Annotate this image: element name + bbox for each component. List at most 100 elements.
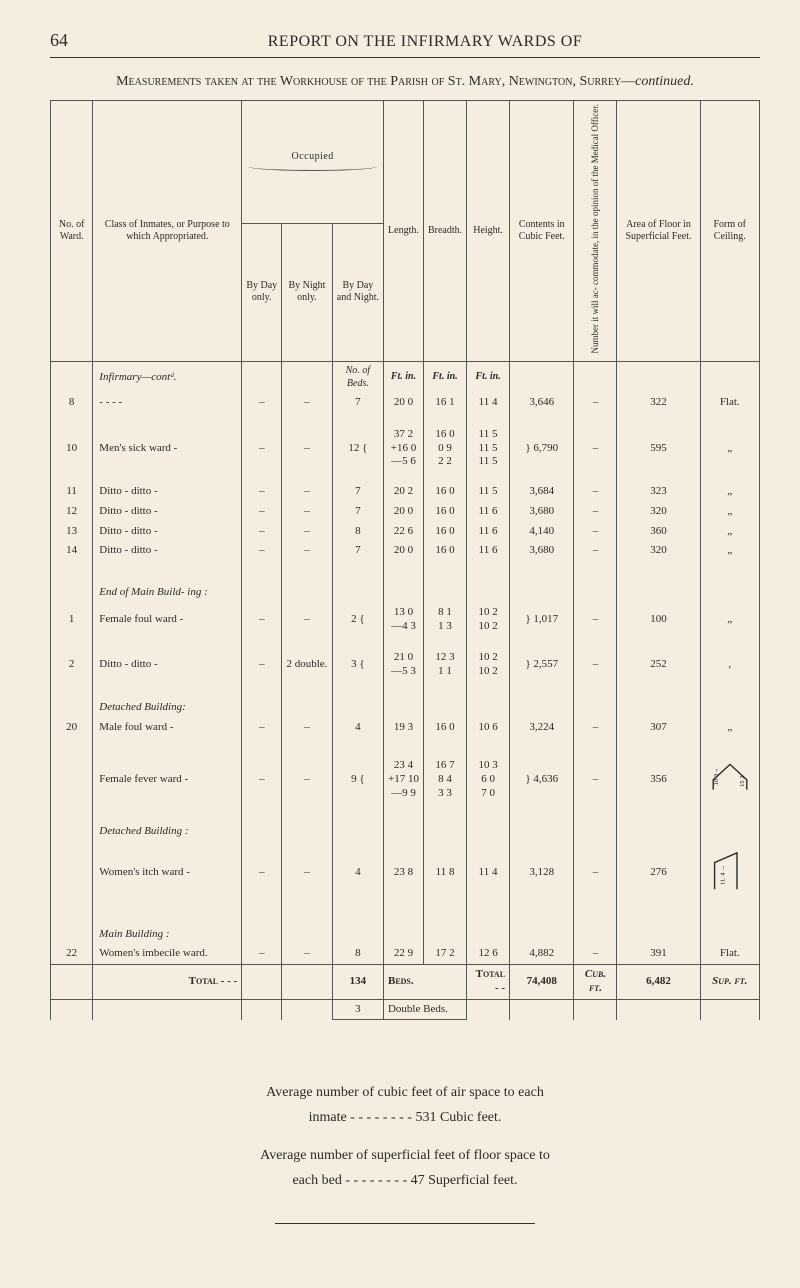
table-cell	[700, 682, 759, 698]
table-cell	[383, 806, 423, 822]
table-cell: –	[282, 393, 333, 413]
table-cell	[574, 905, 617, 925]
table-cell: Ditto - ditto -	[93, 482, 242, 502]
table-cell: 22 9	[383, 944, 423, 964]
table-cell	[510, 737, 574, 753]
table-cell	[700, 362, 759, 394]
table-cell	[574, 561, 617, 583]
table-cell: 11 6	[467, 522, 510, 542]
table-cell	[242, 472, 282, 482]
table-cell	[700, 737, 759, 753]
table-cell: –	[574, 718, 617, 738]
table-cell	[332, 905, 383, 925]
table-cell: –	[574, 502, 617, 522]
table-cell: Women's imbecile ward.	[93, 944, 242, 964]
col-length: Length.	[383, 101, 423, 362]
footer-rule	[275, 1223, 535, 1224]
table-cell: Total - - -	[93, 965, 242, 1000]
table-cell: –	[242, 522, 282, 542]
table-cell	[700, 822, 759, 842]
table-cell	[332, 698, 383, 718]
table-cell: –	[574, 541, 617, 561]
table-cell: „	[700, 541, 759, 561]
table-cell	[51, 561, 93, 583]
footer-line-1: Average number of cubic feet of air spac…	[50, 1080, 760, 1105]
table-cell	[510, 698, 574, 718]
table-cell: 11 4	[467, 393, 510, 413]
table-cell: –	[282, 603, 333, 637]
table-cell	[700, 583, 759, 603]
table-cell	[93, 737, 242, 753]
table-cell	[51, 698, 93, 718]
caption-italic: continued.	[635, 74, 694, 89]
table-cell: 23 4+17 10—9 9	[383, 753, 423, 806]
table-cell	[282, 413, 333, 425]
gap-row	[51, 472, 760, 482]
table-cell: 391	[617, 944, 700, 964]
table-cell	[242, 925, 282, 945]
table-cell: 6,482	[617, 965, 700, 1000]
section-row: Main Building :	[51, 925, 760, 945]
table-cell	[467, 698, 510, 718]
table-cell: 320	[617, 541, 700, 561]
table-cell: Male foul ward -	[93, 718, 242, 738]
table-cell	[332, 925, 383, 945]
table-cell: } 6,790	[510, 425, 574, 472]
table-cell	[51, 362, 93, 394]
table-cell	[467, 682, 510, 698]
table-cell	[242, 965, 282, 1000]
table-cell: Female foul ward -	[93, 603, 242, 637]
table-cell	[332, 682, 383, 698]
table-cell	[510, 561, 574, 583]
table-cell	[617, 905, 700, 925]
table-cell	[467, 737, 510, 753]
table-cell: 1	[51, 603, 93, 637]
table-cell	[242, 698, 282, 718]
table-cell: Total - -	[467, 965, 510, 1000]
table-cell: End of Main Build- ing :	[93, 583, 242, 603]
table-cell	[423, 822, 466, 842]
table-cell: 20 0	[383, 541, 423, 561]
page-number: 64	[50, 30, 90, 51]
table-cell	[574, 999, 617, 1020]
col-breadth: Breadth.	[423, 101, 466, 362]
footer-line-4: each bed - - - - - - - - 47 Superficial …	[50, 1168, 760, 1193]
table-cell: Cub. ft.	[574, 965, 617, 1000]
table-cell: 20	[51, 718, 93, 738]
table-row: 13Ditto - ditto -––822 616 011 64,140–36…	[51, 522, 760, 542]
table-cell: „	[700, 522, 759, 542]
table-cell: 7	[332, 541, 383, 561]
ceiling-figure: 10·3→15 3	[700, 753, 759, 806]
table-cell	[93, 905, 242, 925]
table-cell: –	[242, 753, 282, 806]
table-cell	[282, 362, 333, 394]
table-cell	[242, 806, 282, 822]
table-cell: 16 0	[423, 541, 466, 561]
footer-block: Average number of cubic feet of air spac…	[50, 1080, 760, 1224]
table-cell: Flat.	[700, 393, 759, 413]
table-cell: –	[574, 482, 617, 502]
table-cell: –	[242, 482, 282, 502]
table-cell: 16 0	[423, 482, 466, 502]
table-row: 11Ditto - ditto -––720 216 011 53,684–32…	[51, 482, 760, 502]
table-cell	[700, 472, 759, 482]
table-cell: } 1,017	[510, 603, 574, 637]
table-cell: –	[574, 603, 617, 637]
table-row: 22Women's imbecile ward.––822 917 212 64…	[51, 944, 760, 964]
table-cell: 12 31 1	[423, 648, 466, 682]
table-cell: 22 6	[383, 522, 423, 542]
table-cell: 7	[332, 393, 383, 413]
table-cell: 2 double.	[282, 648, 333, 682]
table-cell	[242, 636, 282, 648]
table-cell: „	[700, 718, 759, 738]
header-row: 64 REPORT ON THE INFIRMARY WARDS OF	[50, 30, 760, 58]
col-occupied: Occupied	[242, 101, 384, 224]
table-cell	[383, 583, 423, 603]
table-cell	[383, 472, 423, 482]
table-cell: 252	[617, 648, 700, 682]
table-cell: } 2,557	[510, 648, 574, 682]
table-cell	[700, 636, 759, 648]
table-cell: –	[574, 425, 617, 472]
table-cell: Ditto - ditto -	[93, 522, 242, 542]
table-cell: ,	[700, 648, 759, 682]
